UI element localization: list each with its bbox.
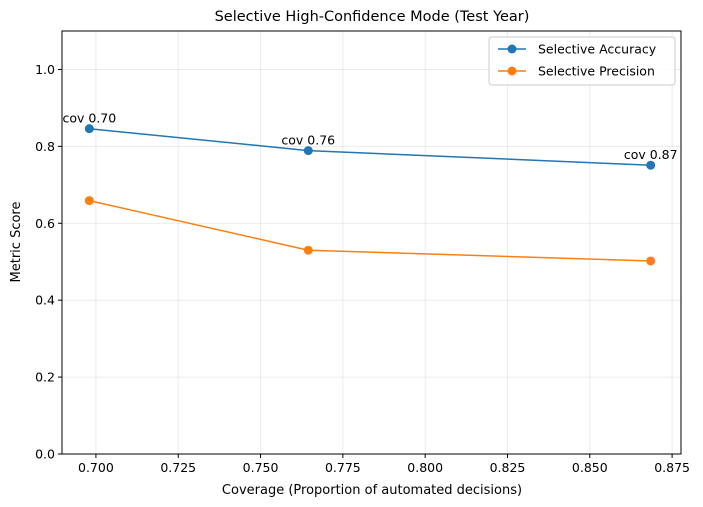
- x-tick-label: 0.800: [407, 460, 443, 475]
- x-tick-label: 0.850: [572, 460, 608, 475]
- x-tick-label: 0.750: [243, 460, 279, 475]
- legend-marker-accuracy: [507, 44, 517, 54]
- data-point: [646, 256, 656, 266]
- data-point: [84, 124, 94, 134]
- y-tick-label: 0.0: [35, 447, 55, 462]
- point-annotation: cov 0.76: [281, 133, 335, 148]
- x-tick-label: 0.775: [325, 460, 361, 475]
- y-axis: 0.0 0.2 0.4 0.6 0.8 1.0: [35, 62, 62, 462]
- x-axis-label: Coverage (Proportion of automated decisi…: [222, 483, 522, 498]
- y-tick-label: 0.4: [35, 293, 55, 308]
- legend: Selective Accuracy Selective Precision: [488, 36, 676, 86]
- x-tick-label: 0.725: [160, 460, 196, 475]
- data-point: [84, 196, 94, 206]
- series-line-1: [89, 199, 651, 262]
- data-point: [303, 146, 313, 156]
- series-layer: [84, 124, 656, 266]
- plot-frame: [61, 30, 682, 455]
- legend-label-precision: Selective Precision: [538, 64, 655, 79]
- grid: [62, 31, 681, 455]
- chart-title: Selective High-Confidence Mode (Test Yea…: [215, 9, 530, 25]
- annotation-layer: cov 0.70 cov 0.76 cov 0.87: [62, 111, 677, 163]
- data-point: [303, 245, 313, 255]
- point-annotation: cov 0.87: [624, 147, 678, 162]
- y-tick-label: 1.0: [35, 62, 55, 77]
- x-tick-label: 0.875: [654, 460, 690, 475]
- x-tick-label: 0.825: [490, 460, 526, 475]
- legend-box: [488, 36, 676, 86]
- y-tick-label: 0.2: [35, 370, 55, 385]
- x-tick-label: 0.700: [78, 460, 114, 475]
- y-axis-label: Metric Score: [9, 202, 24, 283]
- legend-label-accuracy: Selective Accuracy: [538, 42, 657, 57]
- y-tick-label: 0.8: [35, 139, 55, 154]
- legend-marker-precision: [507, 66, 517, 76]
- y-tick-label: 0.6: [35, 216, 55, 231]
- point-annotation: cov 0.70: [62, 111, 116, 126]
- x-axis: 0.700 0.725 0.750 0.775 0.800 0.825 0.850 0.875: [78, 454, 690, 475]
- data-point: [646, 160, 656, 170]
- series-line-0: [89, 127, 651, 166]
